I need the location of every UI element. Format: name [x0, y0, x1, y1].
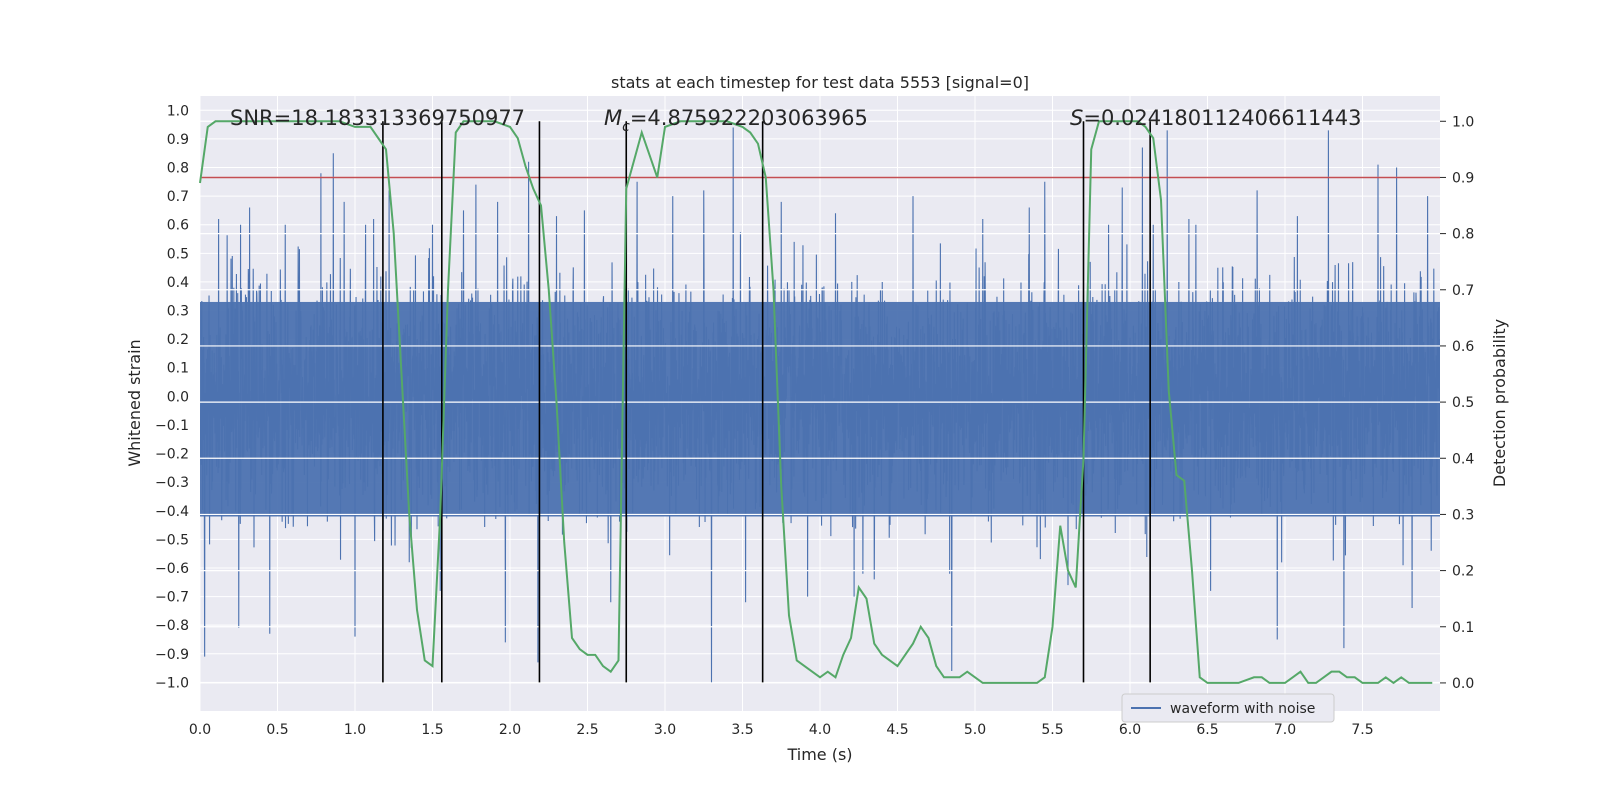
- y-tick-label-15: 0.5: [167, 246, 189, 262]
- y2-tick-label-0: 0.0: [1452, 676, 1474, 692]
- snr-annotation: SNR=18.183313369750977: [230, 106, 525, 130]
- x-tick-label-1: 0.5: [266, 722, 288, 738]
- x-tick-label-4: 2.0: [499, 722, 521, 738]
- y-tick-label-12: 0.2: [167, 332, 189, 348]
- y-tick-label-11: 0.1: [167, 361, 189, 377]
- y-tick-label-2: −0.8: [155, 618, 189, 634]
- s-value: =0.024180112406611443: [1083, 106, 1361, 130]
- y-tick-label-7: −0.3: [155, 475, 189, 491]
- waveform-core: [200, 301, 1440, 517]
- x-tick-label-6: 3.0: [654, 722, 676, 738]
- y-tick-label-20: 1.0: [167, 103, 189, 119]
- y-tick-label-6: −0.4: [155, 504, 189, 520]
- x-tick-label-12: 6.0: [1119, 722, 1141, 738]
- x-tick-label-15: 7.5: [1351, 722, 1373, 738]
- y-tick-label-13: 0.3: [167, 304, 189, 320]
- y-tick-label-8: −0.2: [155, 447, 189, 463]
- y2-axis-ticks: 0.0 0.1 0.2 0.3 0.4 0.5 0.6 0.7 0.8 0.9 1.0: [1440, 114, 1474, 692]
- y2-tick-label-4: 0.4: [1452, 451, 1474, 467]
- x-tick-label-0: 0.0: [189, 722, 211, 738]
- x-tick-label-2: 1.0: [344, 722, 366, 738]
- y-tick-label-0: −1.0: [155, 675, 189, 691]
- boundary-lines: [382, 121, 1151, 683]
- y-tick-label-18: 0.8: [167, 161, 189, 177]
- legend-label: waveform with noise: [1170, 701, 1315, 717]
- s-symbol: S: [1070, 106, 1083, 130]
- chirp-mass-symbol: M: [604, 106, 622, 130]
- y-axis-label: Whitened strain: [125, 339, 144, 466]
- legend: waveform with noise: [1121, 693, 1335, 723]
- y2-tick-label-1: 0.1: [1452, 620, 1474, 636]
- chirp-mass-annotation: Mc=4.875922203063965: [604, 106, 868, 135]
- y2-tick-label-8: 0.8: [1452, 227, 1474, 243]
- x-tick-label-3: 1.5: [421, 722, 443, 738]
- x-tick-label-11: 5.5: [1041, 722, 1063, 738]
- y-tick-label-16: 0.6: [167, 218, 189, 234]
- x-tick-label-10: 5.0: [964, 722, 986, 738]
- x-tick-label-7: 3.5: [731, 722, 753, 738]
- x-tick-label-14: 7.0: [1274, 722, 1296, 738]
- x-tick-label-5: 2.5: [576, 722, 598, 738]
- x-tick-label-13: 6.5: [1196, 722, 1218, 738]
- y-tick-label-3: −0.7: [155, 590, 189, 606]
- y2-tick-label-5: 0.5: [1452, 395, 1474, 411]
- y-axis-ticks: −1.0 −0.9 −0.8 −0.7 −0.6 −0.5 −0.4 −0.3 −0.2 −0.1…: [155, 103, 189, 691]
- y2-tick-label-6: 0.6: [1452, 339, 1474, 355]
- y2-tick-label-10: 1.0: [1452, 114, 1474, 130]
- y2-tick-label-3: 0.3: [1452, 507, 1474, 523]
- y-tick-label-19: 0.9: [167, 132, 189, 148]
- y-tick-label-17: 0.7: [167, 189, 189, 205]
- y-tick-label-4: −0.6: [155, 561, 189, 577]
- chart-title: stats at each timestep for test data 555…: [611, 73, 1029, 92]
- y-tick-label-10: 0.0: [167, 389, 189, 405]
- x-tick-label-8: 4.0: [809, 722, 831, 738]
- y-tick-label-9: −0.1: [155, 418, 189, 434]
- y2-axis-label: Detection probability: [1490, 319, 1509, 487]
- y-tick-label-5: −0.5: [155, 532, 189, 548]
- s-annotation: S=0.024180112406611443: [1070, 106, 1361, 130]
- x-axis-label: Time (s): [786, 745, 852, 764]
- x-tick-label-9: 4.5: [886, 722, 908, 738]
- y-tick-label-14: 0.4: [167, 275, 189, 291]
- y-tick-label-1: −0.9: [155, 647, 189, 663]
- y2-tick-label-9: 0.9: [1452, 170, 1474, 186]
- detection-probability-points: [199, 121, 1433, 683]
- legend-box: [1121, 693, 1335, 723]
- x-axis-ticks: 0.0 0.5 1.0 1.5 2.0 2.5 3.0 3.5 4.0 4.5 5.0 5.5 6.0 6…: [189, 722, 1374, 738]
- chirp-mass-subscript: c: [622, 119, 630, 135]
- y2-tick-label-2: 0.2: [1452, 564, 1474, 580]
- chirp-mass-value: =4.875922203063965: [630, 106, 868, 130]
- y2-tick-label-7: 0.7: [1452, 283, 1474, 299]
